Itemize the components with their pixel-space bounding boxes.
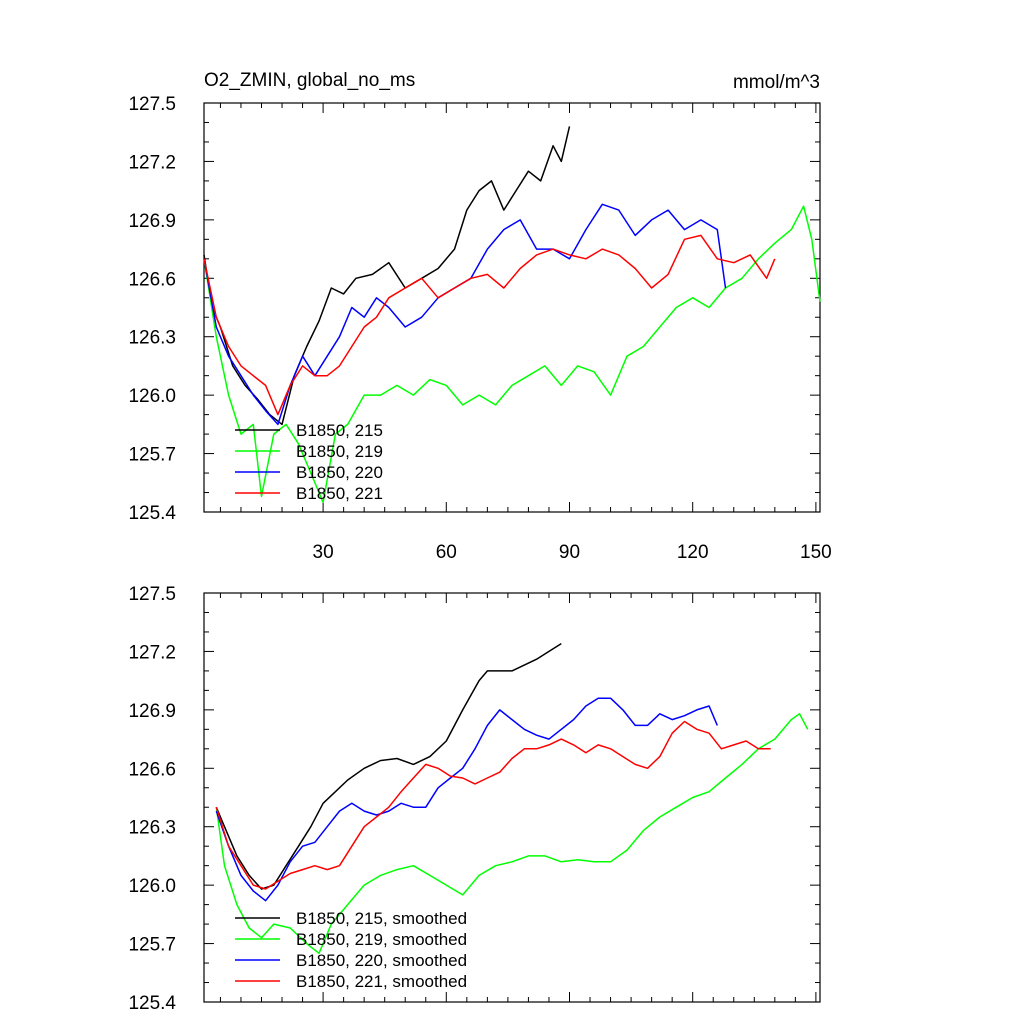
series-line-smoothed-2	[215, 713, 809, 955]
legend-label: B1850, 221, smoothed	[296, 972, 467, 991]
x-tick-label: 30	[313, 542, 334, 563]
x-tick-label: 90	[559, 542, 580, 563]
y-tick-label: 125.4	[128, 993, 176, 1014]
y-tick-label: 126.9	[128, 701, 176, 722]
legend-label: B1850, 221	[296, 484, 383, 503]
x-tick-label: 150	[800, 542, 832, 563]
y-tick-label: 126.3	[128, 818, 176, 839]
y-tick-label: 127.2	[128, 642, 176, 663]
y-tick-label: 126.0	[128, 876, 176, 897]
x-tick-label: 60	[436, 542, 457, 563]
y-tick-label: 125.7	[128, 935, 176, 956]
y-tick-label: 126.0	[128, 386, 176, 407]
y-tick-label: 127.5	[128, 94, 176, 115]
smoothed-timeseries-panel: 125.4 125.7 126.0 126.3 126.6 126.9 127.2 127.5…	[128, 584, 821, 1014]
y-tick-label: 125.7	[128, 445, 176, 466]
legend-label: B1850, 215	[296, 421, 383, 440]
y-tick-label: 126.6	[128, 759, 176, 780]
y-tick-label: 126.3	[128, 328, 176, 349]
legend-label: B1850, 219, smoothed	[296, 930, 467, 949]
y-tick-label: 126.6	[128, 269, 176, 290]
raw-timeseries-panel: 125.4 125.7 126.0 126.3 126.6 126.9 127.2 127.5…	[128, 94, 831, 563]
y-tick-label: 127.2	[128, 152, 176, 173]
series-line-smoothed-4	[215, 720, 771, 890]
series-line-smoothed-3	[215, 697, 718, 902]
chart-units: mmol/m^3	[733, 72, 820, 93]
legend-label: B1850, 219	[296, 442, 383, 461]
smoothed-plot-frame	[203, 592, 821, 1003]
x-tick-label: 120	[677, 542, 709, 563]
legend-label: B1850, 220, smoothed	[296, 951, 467, 970]
legend-label: B1850, 220	[296, 463, 383, 482]
legend-label: B1850, 215, smoothed	[296, 909, 467, 928]
y-tick-label: 125.4	[128, 503, 176, 524]
series-line-raw-4	[203, 234, 776, 416]
series-line-raw-3	[203, 203, 727, 426]
chart-title: O2_ZMIN, global_no_ms	[204, 70, 415, 91]
y-tick-label: 126.9	[128, 211, 176, 232]
series-line-smoothed-1	[215, 642, 562, 890]
y-tick-label: 127.5	[128, 584, 176, 605]
raw-plot-frame	[203, 102, 821, 513]
